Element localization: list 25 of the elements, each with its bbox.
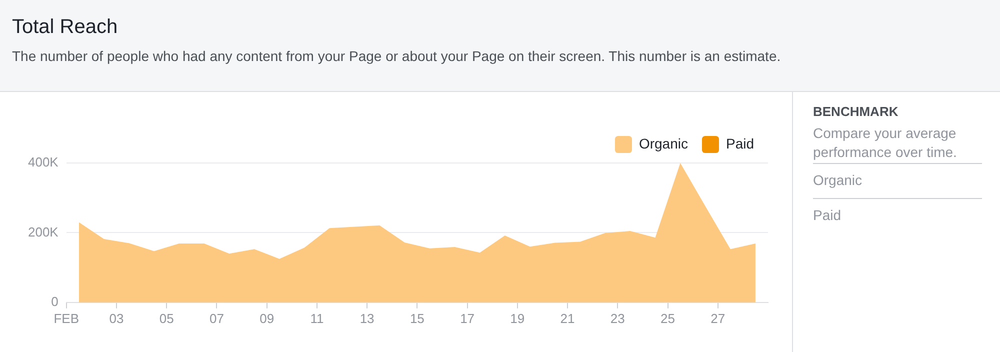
y-tick-label: 400K [28, 154, 59, 170]
text: Paid [813, 198, 982, 223]
x-tick-label: 27 [710, 310, 726, 326]
x-tick-label: 07 [209, 310, 224, 326]
y-tick-label: 200K [28, 224, 59, 240]
text: Compare your average performance over time. [813, 124, 958, 162]
x-tick-label: FEB [54, 310, 80, 326]
y-tick-label: 0 [51, 294, 58, 309]
x-tick-label: 23 [610, 310, 625, 326]
x-tick-label: 05 [159, 310, 174, 326]
x-tick-label: 17 [460, 310, 475, 326]
chart-subtitle: The number of people who had any content from your Page or about your Page on their screen. This number is an estimate. [12, 48, 781, 64]
x-tick-label: 15 [410, 310, 424, 326]
legend-label: Paid [726, 135, 754, 152]
x-tick-label: 09 [260, 310, 274, 326]
x-tick-label: 21 [560, 310, 575, 326]
x-tick-label: 13 [360, 310, 374, 326]
x-tick-label: 11 [310, 310, 324, 326]
x-tick-label: 03 [109, 310, 124, 326]
text: Organic [813, 163, 982, 188]
text: BENCHMARK [813, 104, 898, 119]
x-tick-label: 25 [660, 310, 675, 326]
x-tick-label: 19 [510, 310, 525, 326]
legend-label: Organic [638, 135, 688, 152]
chart-title: Total Reach [12, 16, 118, 39]
